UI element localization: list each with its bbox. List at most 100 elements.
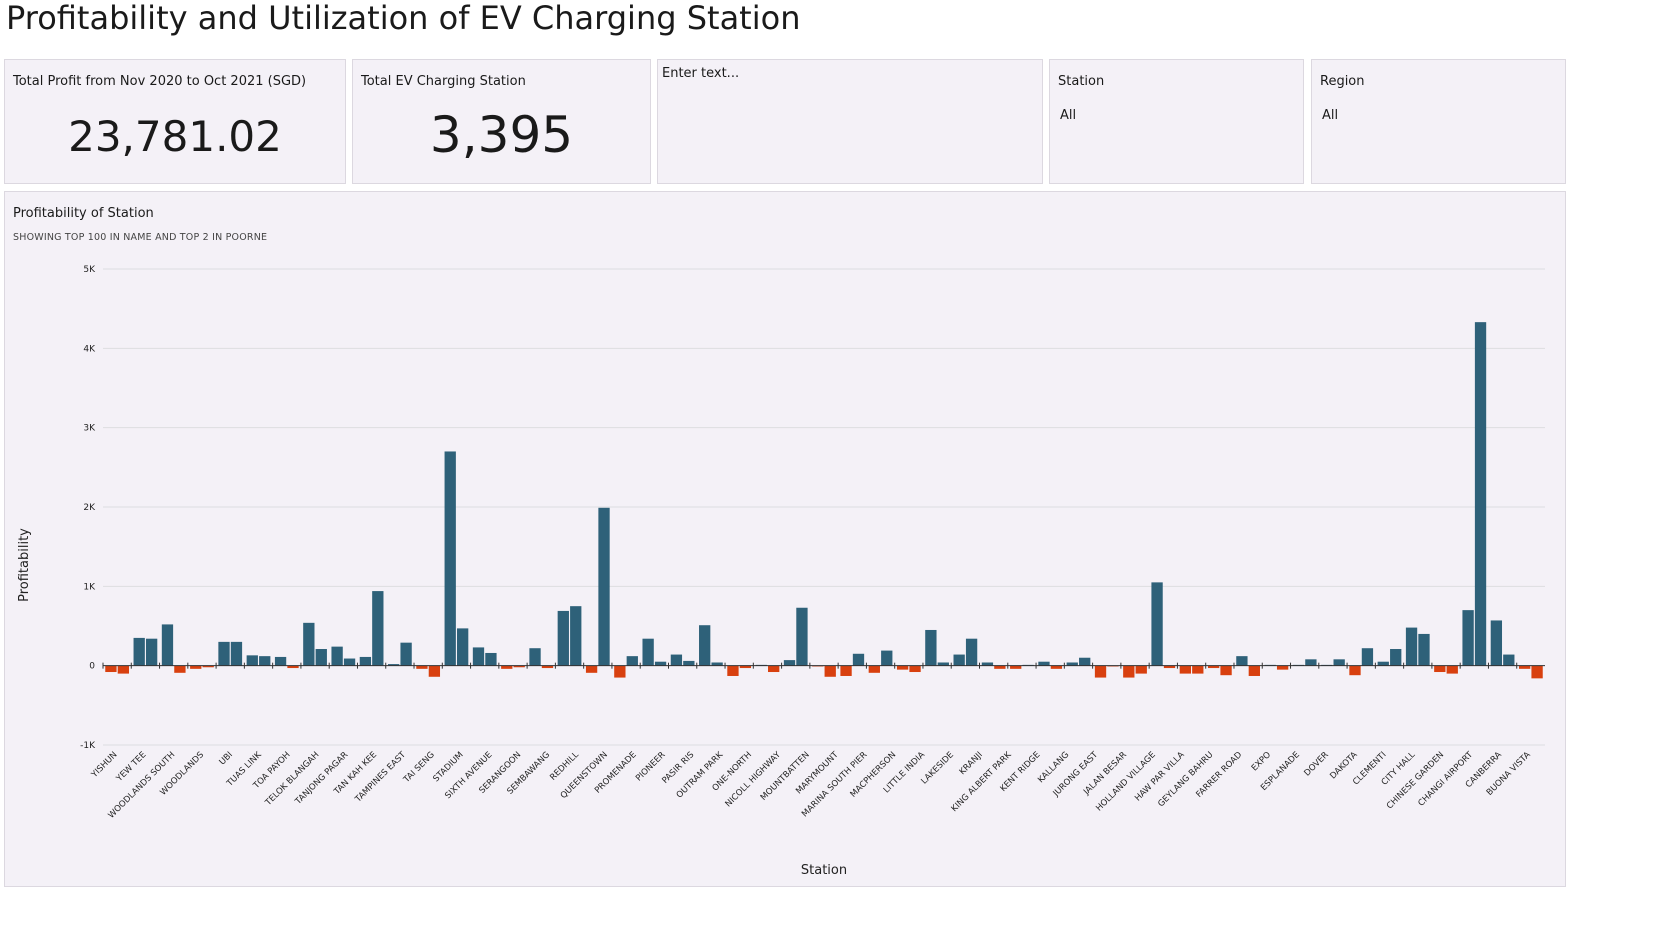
bar [1434,665,1446,673]
bar [372,591,384,666]
bar [1079,657,1091,666]
x-tick-label: TAMPINES EAST [353,749,409,805]
bar [1490,620,1503,666]
bar [218,641,230,666]
bar [230,641,243,666]
bar [868,665,880,673]
profit-kpi-title: Total Profit from Nov 2020 to Oct 2021 (… [13,74,307,89]
bar [457,628,469,666]
bar [727,665,739,676]
bar [1333,659,1345,666]
bar [994,665,1006,669]
bar [1377,661,1389,666]
profit-kpi-card[interactable]: Total Profit from Nov 2020 to Oct 2021 (… [4,59,346,184]
bar [1123,665,1135,678]
bar [105,665,117,673]
bar [852,653,865,666]
chart-card: -1K 0 1K 2K 3K 4K 5K YISHUN YEW TEE WOODLANDS SOU… [4,191,1566,887]
bar [783,660,796,666]
bar [331,646,343,666]
bar [1135,665,1147,674]
bar [1305,659,1317,666]
bar [1349,665,1361,676]
bar [541,665,554,669]
bar [1531,665,1543,679]
bar [1405,627,1418,666]
y-tick-label: 1K [83,582,96,592]
bar [359,656,372,666]
y-tick-label: 5K [83,265,96,275]
bar [388,664,400,666]
bar [1151,582,1163,666]
bar [472,647,485,666]
bar [1518,665,1531,669]
page-title: Profitability and Utilization of EV Char… [6,0,801,37]
station-filter-value[interactable]: All [1060,108,1077,123]
bar [259,656,271,666]
bar [315,649,327,666]
bar [133,637,145,666]
bar [699,625,711,666]
bar [202,665,214,668]
bar [287,665,299,669]
x-tick-label: TAI SENG [401,750,437,786]
bar [400,642,412,666]
bar [953,654,965,666]
bar [274,656,287,666]
y-tick-label: -1K [80,741,96,751]
text-box[interactable]: Enter text... [657,59,1043,184]
bar [428,665,441,677]
y-tick-label: 0 [89,662,95,672]
bar [529,648,541,666]
bar [626,656,638,666]
bar [925,629,937,666]
bar [840,665,852,676]
bar [965,638,978,666]
bar [896,665,909,670]
bar [768,665,780,673]
x-tick-label: TANJONG PAGAR [293,750,350,807]
bar [598,507,610,666]
region-filter-title: Region [1320,74,1365,89]
y-tick-label: 3K [83,424,96,434]
x-axis-title: Station [801,863,847,878]
bar [1050,665,1063,669]
chart-title: Profitability of Station [13,206,154,221]
bar [1418,633,1430,666]
region-filter-value[interactable]: All [1322,108,1339,123]
bar [1163,665,1176,669]
bar [1248,665,1260,676]
bar [1446,665,1458,674]
bar [683,660,695,666]
bar [570,606,582,666]
bar [513,665,525,668]
x-tick-label: UBI [218,750,235,767]
bar [654,661,667,666]
station-filter[interactable]: Station All [1049,59,1304,184]
bar [444,451,456,666]
bar [485,652,497,666]
bar [1066,662,1078,666]
bar [1474,322,1487,666]
stations-kpi-card[interactable]: Total EV Charging Station 3,395 [352,59,651,184]
region-filter[interactable]: Region All [1311,59,1566,184]
bar [343,658,356,666]
bar [824,665,836,677]
bar [1361,648,1374,666]
bar [1207,665,1220,669]
text-box-placeholder[interactable]: Enter text... [662,66,740,81]
x-tick-label: KRANJI [958,750,985,777]
bar [117,665,130,674]
profit-kpi-value: 23,781.02 [68,112,282,161]
bar [246,655,258,666]
bar [642,638,654,666]
bar [557,610,569,666]
x-tick-label: EXPO [1250,750,1274,774]
x-tick-label: DOVER [1302,750,1330,778]
station-filter-title: Station [1058,74,1105,89]
bar [161,624,174,666]
y-tick-label: 2K [83,503,96,513]
y-tick-label: 4K [83,344,96,354]
bar [739,665,752,669]
